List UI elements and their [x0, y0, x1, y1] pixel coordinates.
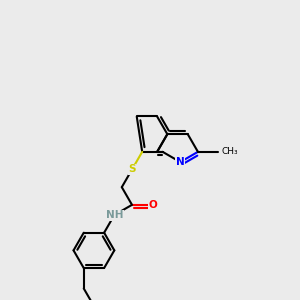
Text: O: O — [148, 200, 157, 210]
Text: CH₃: CH₃ — [222, 147, 238, 156]
Text: NH: NH — [106, 210, 123, 220]
Text: S: S — [128, 164, 136, 175]
Text: N: N — [176, 157, 184, 167]
